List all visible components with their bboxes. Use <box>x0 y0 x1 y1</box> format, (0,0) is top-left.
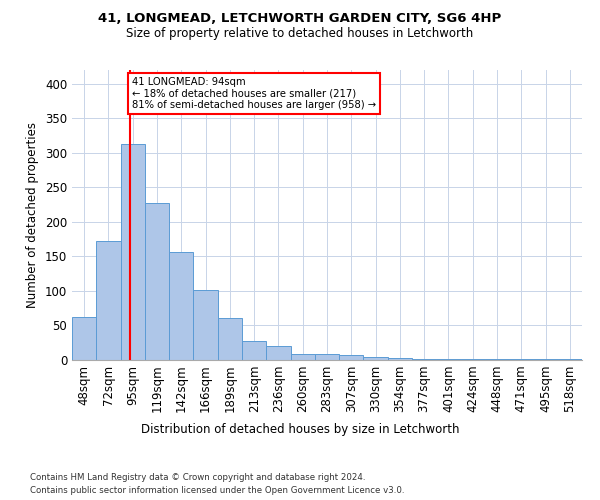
Bar <box>193 290 218 360</box>
Bar <box>364 356 388 360</box>
Bar <box>121 144 145 360</box>
Bar <box>169 252 193 360</box>
Text: 41, LONGMEAD, LETCHWORTH GARDEN CITY, SG6 4HP: 41, LONGMEAD, LETCHWORTH GARDEN CITY, SG… <box>98 12 502 26</box>
Text: Contains public sector information licensed under the Open Government Licence v3: Contains public sector information licen… <box>30 486 404 495</box>
Bar <box>96 241 121 360</box>
Bar <box>388 358 412 360</box>
Bar <box>315 354 339 360</box>
Bar <box>72 316 96 360</box>
Y-axis label: Number of detached properties: Number of detached properties <box>26 122 40 308</box>
Text: 41 LONGMEAD: 94sqm
← 18% of detached houses are smaller (217)
81% of semi-detach: 41 LONGMEAD: 94sqm ← 18% of detached hou… <box>132 77 376 110</box>
Bar <box>412 358 436 360</box>
Bar <box>145 202 169 360</box>
Bar <box>266 346 290 360</box>
Text: Distribution of detached houses by size in Letchworth: Distribution of detached houses by size … <box>141 422 459 436</box>
Bar <box>339 355 364 360</box>
Bar <box>218 318 242 360</box>
Bar <box>290 354 315 360</box>
Text: Contains HM Land Registry data © Crown copyright and database right 2024.: Contains HM Land Registry data © Crown c… <box>30 472 365 482</box>
Bar <box>242 342 266 360</box>
Text: Size of property relative to detached houses in Letchworth: Size of property relative to detached ho… <box>127 28 473 40</box>
